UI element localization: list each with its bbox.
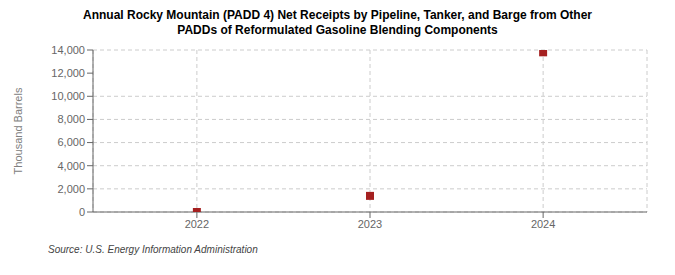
- svg-text:2023: 2023: [358, 218, 382, 230]
- html-text:Source: U.S. Energy Informatio: Source: U.S. Energy Information Administ…: [48, 244, 258, 255]
- svg-text:12,000: 12,000: [51, 67, 85, 79]
- svg-text:14,000: 14,000: [51, 44, 85, 56]
- svg-text:2024: 2024: [531, 218, 555, 230]
- svg-text:4,000: 4,000: [57, 160, 85, 172]
- svg-text:0: 0: [79, 206, 85, 218]
- svg-text:8,000: 8,000: [57, 113, 85, 125]
- html-text:Annual Rocky Mountain (PADD 4): Annual Rocky Mountain (PADD 4) Net Recei…: [83, 8, 592, 22]
- html-text:PADDs of Reformulated Gasoline: PADDs of Reformulated Gasoline Blending …: [177, 23, 498, 37]
- svg-text:Thousand Barrels: Thousand Barrels: [12, 87, 24, 174]
- svg-text:2022: 2022: [185, 218, 209, 230]
- svg-text:6,000: 6,000: [57, 136, 85, 148]
- svg-text:2,000: 2,000: [57, 183, 85, 195]
- svg-text:10,000: 10,000: [51, 90, 85, 102]
